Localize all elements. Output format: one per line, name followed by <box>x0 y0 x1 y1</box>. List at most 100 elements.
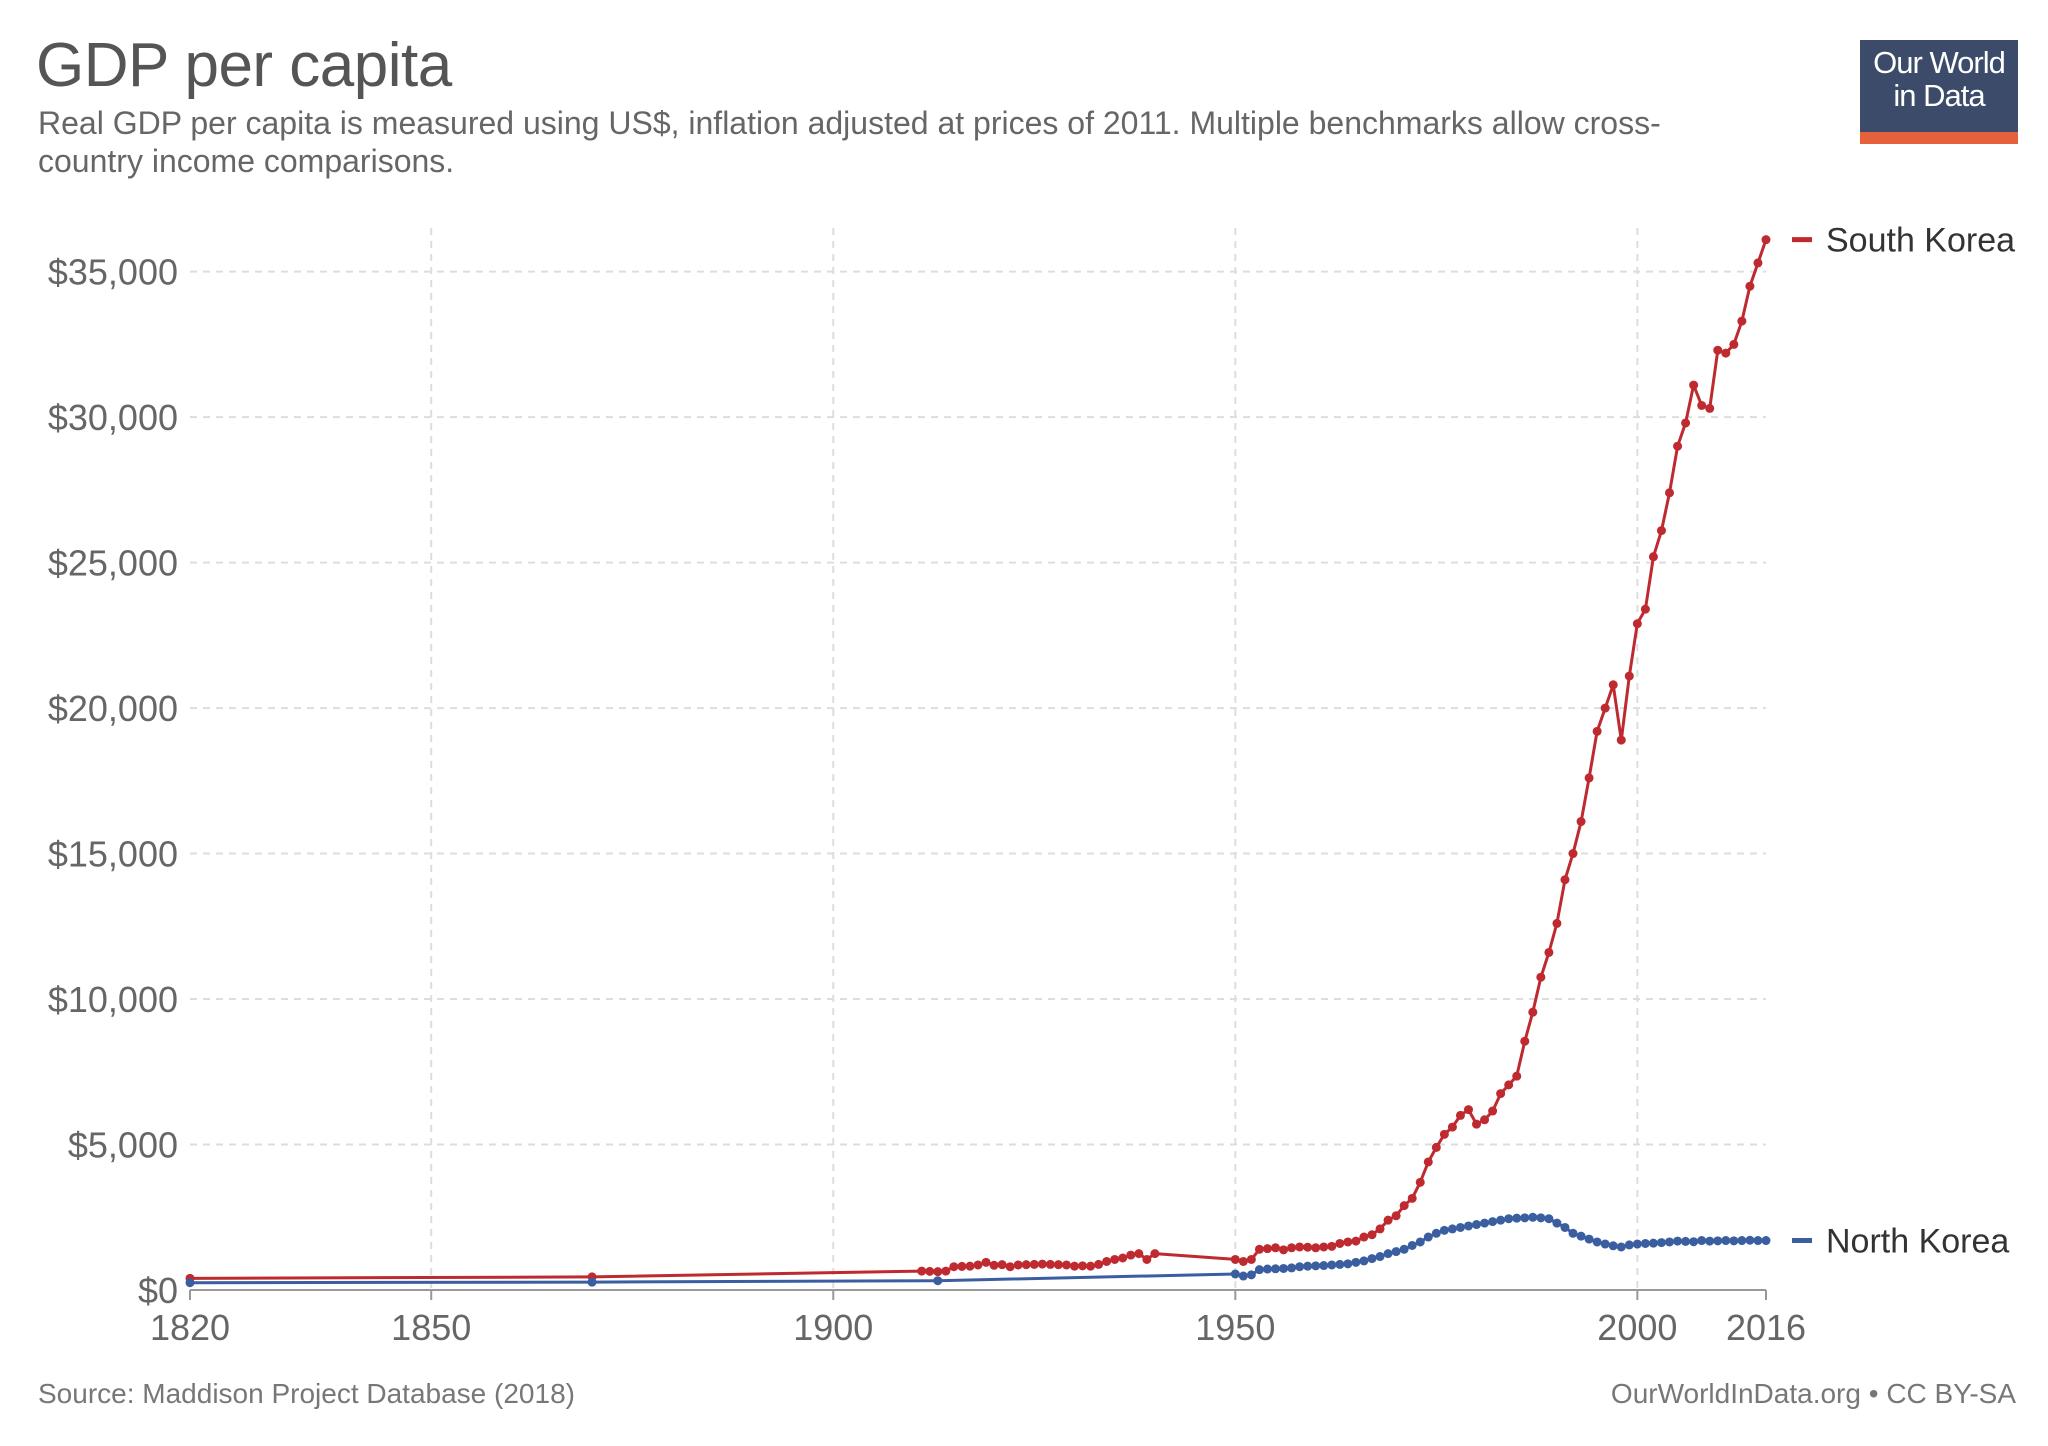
data-point-north-korea <box>1407 1240 1417 1250</box>
data-point-south-korea <box>1335 1238 1345 1248</box>
x-tick-label: 1950 <box>1195 1307 1275 1348</box>
data-point-south-korea <box>1069 1261 1079 1271</box>
y-tick-label: $0 <box>138 1270 178 1311</box>
x-axis-ticks: 1820 1850 1900 1950 2000 2016 <box>150 1290 1806 1348</box>
data-point-north-korea <box>1295 1262 1305 1272</box>
data-point-south-korea <box>1246 1254 1256 1264</box>
data-point-south-korea <box>1142 1254 1152 1264</box>
y-axis-ticks: $0 $5,000 $10,000 $15,000 $20,000 $25,000 $30,… <box>48 252 178 1311</box>
source-note: Source: Maddison Project Database (2018) <box>38 1378 575 1409</box>
data-point-north-korea <box>1327 1260 1337 1270</box>
data-point-north-korea <box>1383 1249 1393 1259</box>
data-point-south-korea <box>1078 1261 1088 1271</box>
data-point-north-korea <box>1713 1236 1723 1246</box>
y-tick-label: $35,000 <box>48 252 178 293</box>
data-point-north-korea <box>1624 1240 1634 1250</box>
data-point-south-korea <box>925 1266 935 1276</box>
data-point-north-korea <box>1568 1228 1578 1238</box>
x-tick-label: 1820 <box>150 1307 230 1348</box>
data-point-north-korea <box>1439 1225 1449 1235</box>
data-point-south-korea <box>1086 1261 1096 1271</box>
data-point-north-korea <box>1375 1252 1385 1262</box>
data-point-south-korea <box>1102 1256 1112 1266</box>
data-point-south-korea <box>1383 1215 1393 1225</box>
data-point-north-korea <box>587 1277 597 1287</box>
data-point-north-korea <box>1681 1236 1691 1246</box>
data-point-south-korea <box>1319 1242 1329 1252</box>
data-point-south-korea <box>1118 1253 1128 1263</box>
data-point-south-korea <box>1681 418 1691 428</box>
logo-line-2: in Data <box>1893 78 1985 113</box>
data-point-north-korea <box>1592 1237 1602 1247</box>
data-point-north-korea <box>1697 1236 1707 1246</box>
data-point-south-korea <box>1126 1250 1136 1260</box>
data-point-south-korea <box>1761 235 1771 245</box>
x-tick-label: 2016 <box>1726 1307 1806 1348</box>
y-tick-label: $5,000 <box>68 1125 178 1166</box>
license-credit[interactable]: OurWorldInData.org • CC BY-SA <box>1610 1378 2016 1409</box>
data-point-south-korea <box>941 1266 951 1276</box>
logo-line-1: Our World <box>1873 45 2006 80</box>
data-point-south-korea <box>1737 316 1747 326</box>
data-point-south-korea <box>1053 1260 1063 1270</box>
data-point-north-korea <box>1600 1239 1610 1249</box>
data-point-south-korea <box>981 1257 991 1267</box>
data-point-south-korea <box>949 1262 959 1272</box>
data-point-north-korea <box>1287 1263 1297 1273</box>
data-point-south-korea <box>1431 1142 1441 1152</box>
data-point-north-korea <box>1584 1234 1594 1244</box>
data-point-north-korea <box>1648 1238 1658 1248</box>
data-point-south-korea <box>1375 1224 1385 1234</box>
data-point-south-korea <box>1632 619 1642 629</box>
data-point-north-korea <box>1472 1220 1482 1230</box>
data-point-south-korea <box>1150 1249 1160 1259</box>
data-point-south-korea <box>1753 258 1763 268</box>
data-point-south-korea <box>1544 947 1554 957</box>
data-point-north-korea <box>1343 1259 1353 1269</box>
data-point-south-korea <box>1415 1177 1425 1187</box>
data-point-north-korea <box>1359 1256 1369 1266</box>
data-point-south-korea <box>1367 1230 1377 1240</box>
x-tick-label: 1850 <box>391 1307 471 1348</box>
data-point-north-korea <box>1745 1235 1755 1245</box>
data-point-south-korea <box>1327 1241 1337 1251</box>
data-point-north-korea <box>1705 1236 1715 1246</box>
chart-subtitle: Real GDP per capita is measured using US… <box>38 105 1661 179</box>
data-point-south-korea <box>1528 1007 1538 1017</box>
data-point-south-korea <box>1295 1242 1305 1252</box>
data-point-south-korea <box>1721 348 1731 358</box>
data-point-south-korea <box>1134 1249 1144 1259</box>
data-point-south-korea <box>1576 817 1586 827</box>
data-point-north-korea <box>1254 1265 1264 1275</box>
data-point-south-korea <box>1021 1260 1031 1270</box>
data-point-north-korea <box>1463 1221 1473 1231</box>
data-point-south-korea <box>1568 849 1578 859</box>
data-point-north-korea <box>1632 1239 1642 1249</box>
data-point-south-korea <box>1238 1256 1248 1266</box>
series-south-korea <box>185 235 1771 1283</box>
data-point-north-korea <box>1729 1236 1739 1246</box>
logo-accent-bar <box>1860 132 2018 144</box>
owid-logo[interactable]: Our World in Data <box>1860 40 2018 144</box>
data-point-south-korea <box>1472 1119 1482 1129</box>
data-point-south-korea <box>1745 281 1755 291</box>
y-tick-label: $25,000 <box>48 543 178 584</box>
data-point-south-korea <box>1480 1115 1490 1125</box>
data-point-south-korea <box>1110 1254 1120 1264</box>
data-point-south-korea <box>1271 1243 1281 1253</box>
chart-title: GDP per capita <box>36 31 452 100</box>
grid-lines <box>190 228 1766 1291</box>
series-line-south-korea <box>189 239 1768 1280</box>
data-point-north-korea <box>1737 1236 1747 1246</box>
data-point-north-korea <box>1230 1269 1240 1279</box>
data-point-south-korea <box>1463 1105 1473 1115</box>
data-point-north-korea <box>1335 1259 1345 1269</box>
data-point-south-korea <box>1552 918 1562 928</box>
data-point-north-korea <box>1552 1218 1562 1228</box>
data-point-south-korea <box>1560 875 1570 885</box>
data-point-south-korea <box>1689 380 1699 390</box>
data-point-north-korea <box>1673 1236 1683 1246</box>
data-point-south-korea <box>1455 1110 1465 1120</box>
data-point-north-korea <box>1608 1241 1618 1251</box>
